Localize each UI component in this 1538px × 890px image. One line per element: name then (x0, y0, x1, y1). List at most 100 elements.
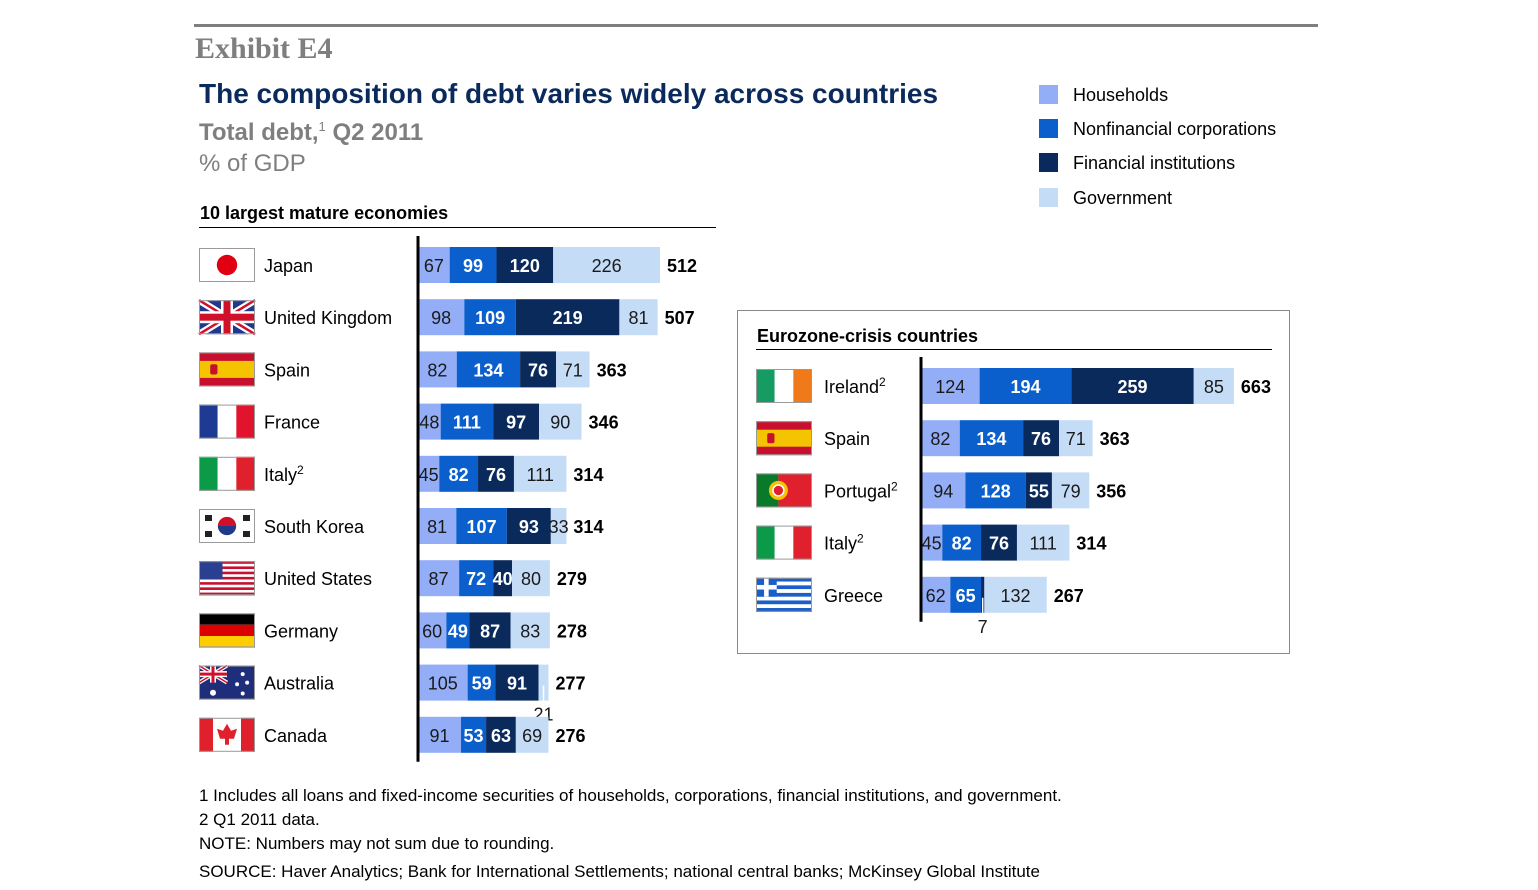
greece-flag-icon (756, 577, 812, 612)
country-label: Japan (264, 256, 313, 276)
bar-segment-4 (539, 403, 582, 440)
bar-value-label: 90 (550, 413, 570, 433)
usa-flag-icon (199, 561, 255, 596)
country-footnote-mark: 2 (891, 479, 898, 493)
bar-row: Spain 82 134 76 71 363 (264, 351, 627, 388)
country-label: United States (264, 569, 372, 589)
italy-flag-icon (199, 456, 255, 491)
bar-value-label: 67 (424, 256, 444, 276)
bar-value-label: 91 (507, 674, 527, 694)
bar-segment-1 (418, 612, 447, 649)
footnote-2: 2 Q1 2011 data. (199, 810, 320, 829)
bar-panel-0: Japan 67 99 120 226 512 United Kingdom 98 109 219… (264, 236, 697, 762)
bar-segment-4 (512, 560, 550, 597)
bar-value-label: 194 (1010, 377, 1040, 397)
bar-value-label: 63 (491, 726, 511, 746)
canada-flag-icon (199, 717, 255, 752)
bar-segment-2 (461, 716, 487, 753)
bar-segment-2 (464, 299, 516, 336)
bar-value-label: 59 (472, 674, 492, 694)
bar-row: Spain 82 134 76 71 363 (824, 420, 1130, 457)
bar-total-label: 356 (1096, 481, 1126, 501)
bar-segment-3 (515, 299, 620, 336)
south-korea-flag-icon (199, 509, 255, 543)
bar-segment-1 (418, 455, 440, 492)
bar-row: Italy2 45 82 76 111 314 (264, 455, 603, 492)
top-rule (194, 24, 1318, 27)
bar-segment-1 (418, 664, 468, 701)
subtitle-period: Q2 2011 (325, 119, 424, 146)
bar-segment-3 (478, 455, 514, 492)
bar-value-label: 81 (628, 308, 648, 328)
subtitle-footnote-mark: 1 (318, 119, 326, 134)
bar-segment-2 (459, 560, 494, 597)
country-footnote-mark: 2 (297, 463, 304, 477)
bar-total-label: 507 (665, 308, 695, 328)
bar-segment-4 (984, 576, 1047, 613)
bar-segment-4 (1051, 472, 1090, 509)
ireland-flag-icon (756, 369, 812, 403)
bar-value-label: 87 (480, 621, 500, 641)
bar-value-label: 76 (528, 360, 548, 380)
bar-segment-1 (418, 351, 457, 388)
country-label: Greece (824, 586, 883, 606)
bar-segment-2 (942, 524, 982, 561)
italy-flag-icon (756, 525, 812, 560)
bar-value-label: 219 (553, 308, 583, 328)
bar-value-label: 76 (989, 534, 1009, 554)
bar-value-label: 97 (506, 413, 526, 433)
footnote-1: 1 Includes all loans and fixed-income se… (199, 786, 1062, 805)
bar-segment-4 (513, 455, 567, 492)
bar-segment-3 (506, 508, 551, 544)
bar-segment-3 (495, 664, 539, 701)
panel-title-mature: 10 largest mature economies (200, 203, 449, 223)
bar-segment-4 (553, 247, 661, 283)
bar-value-label: 45 (922, 534, 942, 554)
bar-value-label: 76 (486, 465, 506, 485)
bar-segment-1 (418, 299, 465, 336)
chart-title: The composition of debt varies widely ac… (199, 78, 939, 109)
bar-segment-4 (1016, 524, 1070, 561)
bar-value-label: 71 (563, 360, 583, 380)
bar-row: France 48 111 97 90 346 (264, 403, 619, 440)
legend-swatch-nonfinancial (1039, 119, 1058, 138)
bar-value-label: 55 (1029, 481, 1049, 501)
bar-segment-2 (456, 508, 507, 544)
bar-segment-4 (556, 351, 590, 388)
bar-value-label: 82 (930, 429, 950, 449)
bar-value-label: 79 (1061, 481, 1081, 501)
chart-subtitle: Total debt,1 Q2 2011 (199, 119, 423, 147)
bar-value-label: 60 (422, 621, 442, 641)
legend-swatch-government (1039, 188, 1058, 207)
bar-value-label: 82 (427, 360, 447, 380)
bar-segment-1 (418, 508, 457, 544)
country-label: Spain (824, 429, 870, 449)
bar-segment-3 (496, 247, 554, 283)
country-label: Spain (264, 360, 310, 380)
bar-segment-4 (510, 612, 550, 649)
bar-segment-3 (520, 351, 557, 388)
bar-value-label: 45 (419, 465, 439, 485)
bar-row: South Korea 81 107 93 33 314 (264, 508, 603, 544)
bar-value-label: 72 (466, 569, 486, 589)
bar-value-label: 134 (473, 360, 503, 380)
bar-segment-2 (449, 247, 497, 283)
legend-label-households: Households (1073, 85, 1169, 105)
country-label: Canada (264, 726, 328, 746)
legend-swatch-households (1039, 85, 1058, 104)
bar-segment-2 (446, 612, 470, 649)
spain-flag-icon (756, 421, 812, 456)
country-label: Portugal2 (824, 479, 898, 501)
bar-value-label: 120 (510, 256, 540, 276)
bar-segment-3 (981, 524, 1017, 561)
bar-segment-3 (1025, 472, 1052, 509)
bar-segment-2 (440, 403, 494, 440)
country-label: France (264, 413, 320, 433)
bar-value-label: 7 (978, 617, 988, 637)
bar-value-label: 76 (1031, 429, 1051, 449)
bar-segment-2 (467, 664, 496, 701)
country-label: Germany (264, 621, 338, 641)
bar-value-label: 80 (521, 569, 541, 589)
bar-segment-3 (981, 576, 985, 613)
